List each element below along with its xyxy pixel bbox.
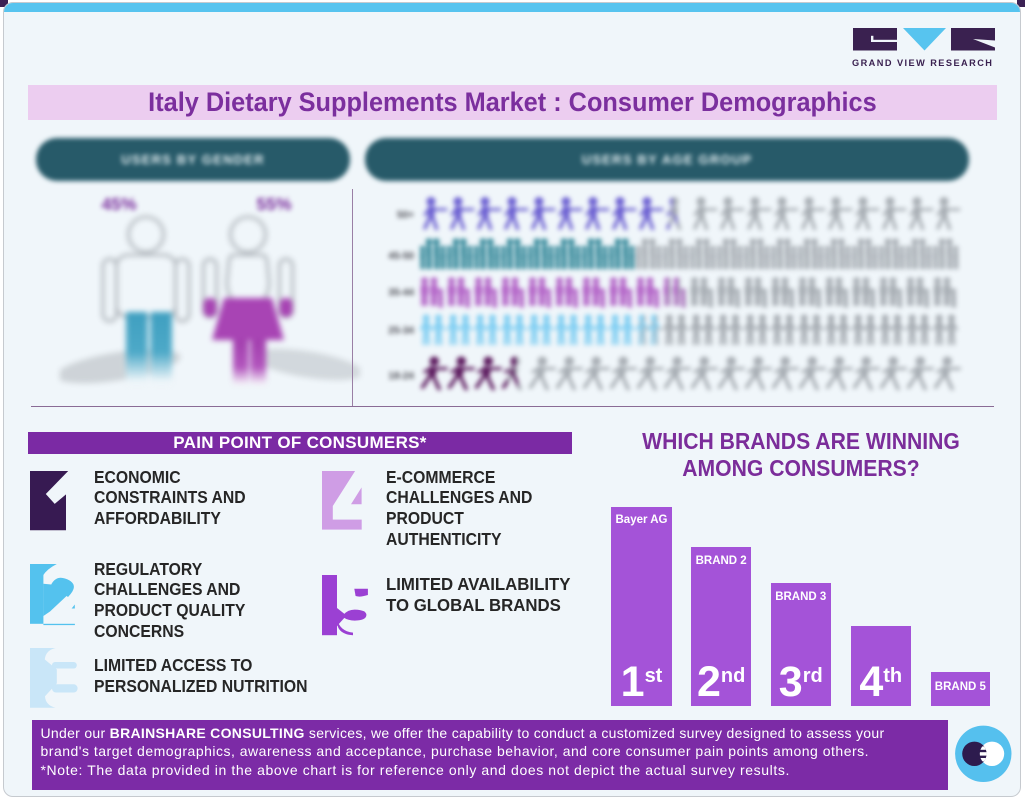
svg-text:25-34: 25-34	[388, 326, 414, 337]
svg-text:50+: 50+	[397, 210, 414, 221]
svg-text:18-24: 18-24	[388, 371, 414, 382]
svg-text:45-50: 45-50	[388, 251, 414, 262]
svg-text:35-44: 35-44	[388, 288, 414, 299]
svg-text:GRAND VIEW RESEARCH: GRAND VIEW RESEARCH	[852, 58, 993, 68]
